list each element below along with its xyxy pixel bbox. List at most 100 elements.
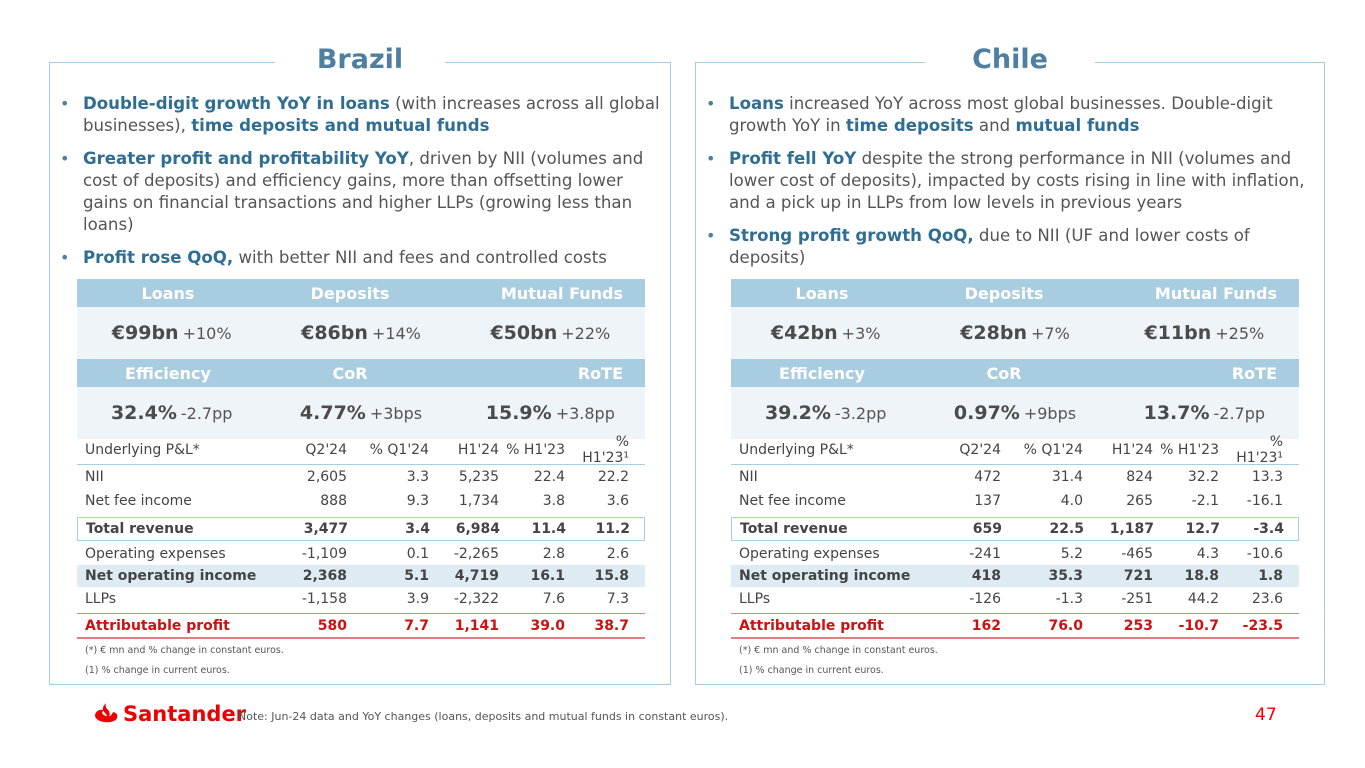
table-cell: 15.8 [594,568,629,584]
table-cell: -1,109 [301,546,347,562]
column-header: % H1'23¹ [582,433,629,466]
table-cell: 31.4 [1051,469,1083,485]
row-label: Attributable profit [85,617,230,634]
kpi-header-cor: CoR [986,363,1022,383]
bullet-highlight: Strong profit growth QoQ, [729,226,974,245]
kpi-value-deposits: €86bn +14% [266,322,455,344]
column-header: Q2'24 [959,441,1001,458]
kpi-header-deposits: Deposits [310,283,390,303]
chile-kpi-ratios: Efficiency CoR RoTE 39.2% -3.2pp 0.97% +9b… [731,359,1299,439]
table-cell: 38.7 [594,617,629,634]
column-header: % H1'23¹ [1236,433,1283,466]
kpi-big: 0.97% [953,402,1020,424]
table-cell: 888 [320,493,347,509]
kpi-header: Loans Deposits Mutual Funds [77,279,645,307]
table-cell: 472 [974,469,1001,485]
kpi-big: 4.77% [299,402,366,424]
kpi-change: +9bps [1023,404,1077,423]
column-header: % Q1'24 [1023,441,1083,458]
footnote: Note: Jun-24 data and YoY changes (loans… [238,710,729,723]
row-label: LLPs [739,591,771,607]
column-header: % Q1'24 [369,441,429,458]
bullet-highlight: mutual funds [1015,116,1140,135]
table-cell: 9.3 [406,493,429,509]
table-cell: 5,235 [458,469,499,485]
kpi-change: -3.2pp [834,404,887,423]
table-cell: 2,368 [302,568,347,584]
kpi-change: +25% [1215,324,1265,343]
kpi-value-loans: €99bn +10% [77,322,266,344]
kpi-big: 15.9% [485,402,552,424]
table-cell: 253 [1123,617,1153,634]
table-cell: -16.1 [1246,493,1283,509]
row-label: LLPs [85,591,117,607]
table-cell: 35.3 [1048,568,1083,584]
table-cell: 7.6 [542,591,565,607]
table-cell: 39.0 [530,617,565,634]
column-header: H1'24 [457,441,499,458]
kpi-big: 13.7% [1143,402,1210,424]
kpi-value-cor: 4.77% +3bps [266,402,455,424]
page-number: 47 [1255,705,1277,725]
brazil-panel: Brazil Double-digit growth YoY in loans … [49,43,671,685]
bullet-text: due to NII (UF and lower costs of deposi… [729,226,1250,267]
row-label: Attributable profit [739,617,884,634]
brazil-title: Brazil [275,43,445,77]
brazil-pl-table: Underlying P&L* Q2'24 % Q1'24 H1'24 % H1'23%… [77,433,645,683]
kpi-values: 32.4% -2.7pp 4.77% +3bps 15.9% +3.8pp [77,387,645,439]
kpi-big: €28bn [960,322,1027,344]
bullet-item: Double-digit growth YoY in loans (with i… [60,93,662,137]
kpi-big: 32.4% [110,402,177,424]
kpi-value-cor: 0.97% +9bps [920,402,1109,424]
table-cell: 5.1 [404,568,429,584]
kpi-header-funds: Mutual Funds [1154,283,1277,303]
column-header: Underlying P&L* [85,441,200,458]
table-note: (1) % change in current euros. [85,665,230,676]
table-cell: -10.7 [1178,617,1219,634]
column-header: % H1'23 [1160,441,1219,458]
table-row: Attributable profit 580 7.7 1,141 39.0 38.7 [77,613,645,639]
table-row: Net operating income 418 35.3 721 18.8 1.8 [731,565,1299,587]
row-label: Net operating income [85,568,257,584]
kpi-big: €11bn [1144,322,1212,344]
kpi-value-funds: €11bn +25% [1110,322,1299,344]
table-row: Total revenue 3,477 3.4 6,984 11.4 11.2 [77,517,645,541]
bullet-highlight: Greater profit and profitability YoY [83,149,409,168]
kpi-header-efficiency: Efficiency [779,363,865,383]
table-cell: 3.3 [406,469,429,485]
chile-pl-table: Underlying P&L* Q2'24 % Q1'24 H1'24 % H1'23%… [731,433,1299,683]
table-cell: 76.0 [1048,617,1083,634]
row-label: Total revenue [86,521,194,537]
kpi-header-loans: Loans [795,283,849,303]
table-cell: -23.5 [1242,617,1283,634]
table-note: (*) € mn and % change in constant euros. [85,645,284,656]
kpi-header-efficiency: Efficiency [125,363,211,383]
table-row: LLPs -1,158 3.9 -2,322 7.6 7.3 [77,587,645,611]
row-label: Total revenue [740,521,848,537]
table-cell: 1.8 [1258,568,1283,584]
table-row: Net operating income 2,368 5.1 4,719 16.1 15.… [77,565,645,587]
table-cell: 0.1 [406,546,429,562]
row-label: NII [739,469,758,485]
kpi-header: Efficiency CoR RoTE [77,359,645,387]
kpi-big: €99bn [111,322,179,344]
kpi-header-deposits: Deposits [964,283,1044,303]
table-cell: 11.2 [595,521,630,537]
table-cell: 3,477 [303,521,348,537]
kpi-header-funds: Mutual Funds [500,283,623,303]
kpi-change: +10% [182,324,232,343]
kpi-header-cor: CoR [332,363,368,383]
table-cell: 162 [971,617,1001,634]
bullet-highlight: Double-digit growth YoY in loans [83,94,390,113]
table-note: (*) € mn and % change in constant euros. [739,645,938,656]
table-cell: -3.4 [1253,521,1284,537]
table-cell: 1,141 [454,617,499,634]
bullet-item: Profit rose QoQ, with better NII and fee… [60,247,662,269]
kpi-big: €50bn [490,322,558,344]
table-cell: 16.1 [530,568,565,584]
kpi-change: +22% [561,324,611,343]
table-cell: 824 [1126,469,1153,485]
row-label: NII [85,469,104,485]
kpi-change: +7% [1030,324,1070,343]
table-cell: -241 [969,546,1001,562]
